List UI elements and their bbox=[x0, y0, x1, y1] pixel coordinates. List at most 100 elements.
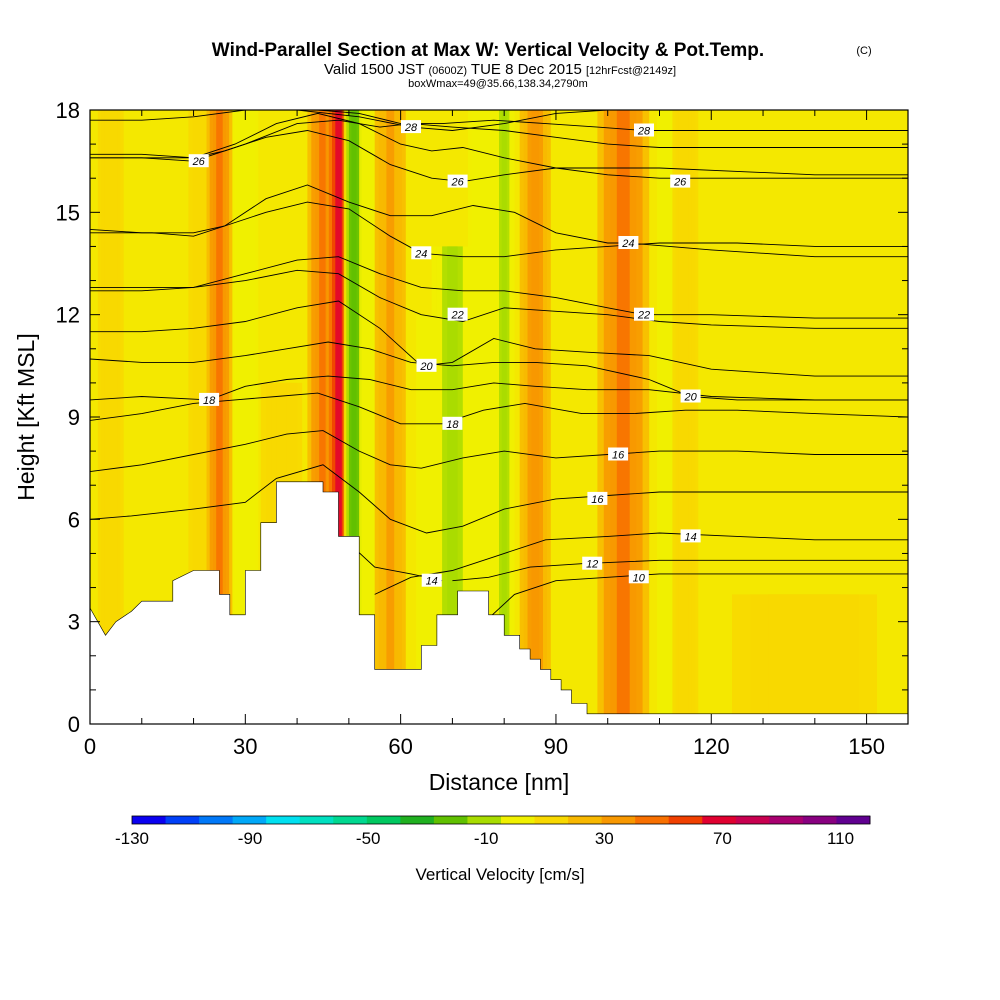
contour-label-bg bbox=[447, 307, 468, 321]
contour-label-bg bbox=[680, 529, 701, 543]
colorbar-swatch bbox=[568, 816, 603, 824]
contour-label-bg bbox=[582, 556, 603, 570]
contour-label-bg bbox=[416, 358, 437, 372]
colorbar-tick-label: -50 bbox=[356, 829, 381, 848]
velocity-band bbox=[335, 110, 342, 724]
velocity-band bbox=[682, 110, 689, 724]
colorbar-tick-label: 110 bbox=[827, 829, 854, 848]
contour-label: 10 bbox=[633, 572, 646, 584]
contour-label-bg bbox=[421, 573, 442, 587]
subtitle-valid: Valid 1500 JST bbox=[324, 61, 424, 78]
theta-contour-line bbox=[90, 269, 908, 329]
colorbar-swatch bbox=[501, 816, 536, 824]
x-tick-label: 150 bbox=[848, 734, 885, 759]
y-tick-label: 0 bbox=[68, 712, 80, 737]
colorbar-swatch bbox=[266, 816, 301, 824]
chart-subtitle: Valid 1500 JST (0600Z) TUE 8 Dec 2015 [1… bbox=[324, 61, 676, 78]
colorbar-swatch bbox=[199, 816, 234, 824]
contour-label: 26 bbox=[450, 177, 464, 189]
x-tick-label: 120 bbox=[693, 734, 730, 759]
contour-label-bg bbox=[634, 307, 654, 321]
theta-contour-line bbox=[90, 119, 908, 162]
colorbar-ticks: -130 -90 -50 -10 30 70 110 bbox=[115, 829, 854, 848]
theta-contour-line bbox=[90, 110, 908, 131]
contour-label-bg bbox=[587, 491, 608, 505]
contour-label-bg bbox=[670, 174, 691, 188]
colorbar-swatch bbox=[836, 816, 871, 824]
contour-label: 26 bbox=[192, 156, 206, 168]
copyright-mark: (C) bbox=[856, 45, 871, 57]
contour-label: 20 bbox=[419, 361, 433, 373]
colorbar-swatch bbox=[534, 816, 569, 824]
box-note: boxWmax=49@35.66,138.34,2790m bbox=[408, 78, 588, 90]
contour-label: 16 bbox=[612, 450, 625, 462]
contour-label: 14 bbox=[684, 531, 696, 543]
theta-contour-line bbox=[90, 256, 908, 319]
theta-contour-line bbox=[90, 184, 908, 258]
y-tick-label: 9 bbox=[68, 405, 80, 430]
contour-label: 26 bbox=[673, 177, 687, 189]
theta-contour-line bbox=[90, 300, 908, 377]
velocity-band bbox=[351, 110, 357, 724]
colorbar-swatch bbox=[299, 816, 334, 824]
velocity-band bbox=[616, 110, 630, 724]
velocity-band bbox=[216, 110, 223, 724]
contour-label: 16 bbox=[591, 494, 604, 506]
x-tick-label: 0 bbox=[84, 734, 96, 759]
contour-label-bg bbox=[634, 123, 654, 137]
colorbar-swatch bbox=[802, 816, 837, 824]
theta-contours bbox=[90, 110, 908, 619]
contour-label-bg bbox=[608, 447, 629, 461]
contour-label: 12 bbox=[586, 559, 598, 571]
contour-label-bg bbox=[188, 154, 209, 168]
contour-label: 20 bbox=[683, 392, 697, 404]
colorbar-swatch bbox=[635, 816, 670, 824]
contour-label: 22 bbox=[637, 310, 650, 322]
contour-label-bg bbox=[199, 392, 220, 406]
theta-contour-line bbox=[452, 559, 908, 582]
contour-label: 14 bbox=[426, 576, 438, 588]
velocity-band bbox=[427, 314, 436, 724]
y-tick-label: 18 bbox=[56, 98, 80, 123]
velocity-band bbox=[107, 110, 114, 724]
contour-label: 18 bbox=[203, 395, 216, 407]
x-tick-label: 90 bbox=[544, 734, 568, 759]
x-tick-label: 60 bbox=[388, 734, 412, 759]
contour-label: 24 bbox=[621, 238, 634, 250]
colorbar-swatch bbox=[165, 816, 200, 824]
y-tick-label: 15 bbox=[56, 200, 80, 225]
contour-label-bg bbox=[447, 174, 468, 188]
velocity-band bbox=[531, 110, 540, 724]
colorbar-tick-label: -130 bbox=[115, 829, 149, 848]
colorbar-swatch bbox=[601, 816, 636, 824]
velocity-band bbox=[501, 110, 507, 724]
theta-contour-line bbox=[90, 130, 908, 183]
velocity-band bbox=[386, 110, 395, 724]
colorbar-tick-label: -90 bbox=[238, 829, 263, 848]
contour-label-bg bbox=[618, 236, 639, 249]
velocity-band bbox=[319, 110, 327, 724]
contour-label-bg bbox=[680, 389, 701, 403]
theta-contour-line bbox=[90, 464, 908, 534]
contour-label: 28 bbox=[404, 122, 418, 134]
contour-label-bg bbox=[442, 416, 463, 430]
theta-contour-line bbox=[90, 341, 908, 401]
terrain-mask bbox=[90, 481, 908, 724]
terrain-outline bbox=[89, 481, 909, 725]
colorbar-swatch bbox=[467, 816, 502, 824]
colorbar-swatch bbox=[132, 816, 167, 824]
theta-contour-line bbox=[90, 110, 908, 131]
colorbar-swatch bbox=[769, 816, 804, 824]
y-tick-label: 3 bbox=[68, 610, 80, 635]
colorbar-tick-label: 30 bbox=[595, 829, 614, 848]
colorbar-swatch bbox=[333, 816, 368, 824]
contour-label: 22 bbox=[450, 310, 463, 322]
contour-label: 18 bbox=[446, 419, 459, 431]
theta-contour-labels: 10 12 14 14 16 16 18 18 20 20 22 22 24 24 26 26 26 28 28 bbox=[188, 120, 701, 588]
velocity-band bbox=[479, 110, 488, 724]
y-tick-label: 6 bbox=[68, 507, 80, 532]
velocity-band bbox=[367, 110, 373, 724]
colorbar-label: Vertical Velocity [cm/s] bbox=[415, 865, 584, 884]
contour-label: 24 bbox=[414, 248, 427, 260]
